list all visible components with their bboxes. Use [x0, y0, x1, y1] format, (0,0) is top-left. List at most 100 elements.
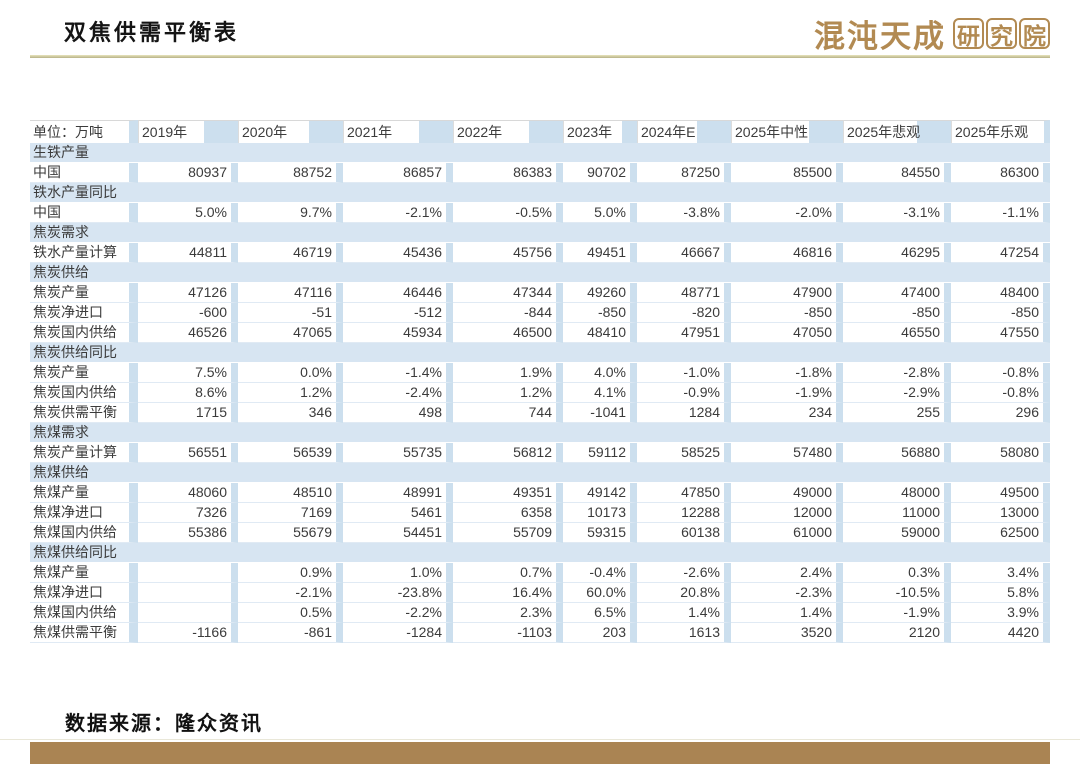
- cell-value: 6358: [453, 503, 563, 523]
- cell-value: 47126: [138, 283, 238, 303]
- cell-value: 47900: [731, 283, 843, 303]
- cell-value: -850: [843, 303, 951, 323]
- cell-value: 45436: [343, 243, 453, 263]
- cell-value: 86857: [343, 163, 453, 183]
- cell-value: 84550: [843, 163, 951, 183]
- unit-label: 单位：万吨: [30, 120, 138, 143]
- table-row: 中国 80937 88752 86857 86383 90702 87250 85500 845…: [30, 163, 1050, 183]
- company-logo: 混沌天成 研究院: [814, 11, 1050, 56]
- cell-value: 48000: [843, 483, 951, 503]
- cell-value: 48400: [951, 283, 1050, 303]
- cell-value: 0.9%: [238, 563, 343, 583]
- cell-value: 60138: [637, 523, 731, 543]
- cell-value: 20.8%: [637, 583, 731, 603]
- table-row: 中国 5.0% 9.7% -2.1% -0.5% 5.0% -3.8% -2.0% -3.1% -…: [30, 203, 1050, 223]
- cell-value: -1.1%: [951, 203, 1050, 223]
- cell-value: 4.1%: [563, 383, 637, 403]
- cell-value: 1.9%: [453, 363, 563, 383]
- cell-value: -1103: [453, 623, 563, 643]
- table-row: 焦炭国内供给 46526 47065 45934 46500 48410 47951 4705…: [30, 323, 1050, 343]
- cell-value: 11000: [843, 503, 951, 523]
- cell-value: 0.0%: [238, 363, 343, 383]
- cell-value: -0.5%: [453, 203, 563, 223]
- table-row: 焦煤产量 48060 48510 48991 49351 49142 47850 49000 4…: [30, 483, 1050, 503]
- cell-value: 56539: [238, 443, 343, 463]
- cell-value: -1.4%: [343, 363, 453, 383]
- cell-value: 46550: [843, 323, 951, 343]
- section-row: 焦煤需求: [30, 423, 1050, 443]
- table-row: 焦煤产量 0.9% 1.0% 0.7% -0.4% -2.6% 2.4% 0.3% 3.4%: [30, 563, 1050, 583]
- row-label: 焦煤净进口: [30, 503, 138, 523]
- cell-value: 498: [343, 403, 453, 423]
- cell-value: 56551: [138, 443, 238, 463]
- cell-value: -861: [238, 623, 343, 643]
- cell-value: 46500: [453, 323, 563, 343]
- cell-value: 49142: [563, 483, 637, 503]
- cell-value: 1.2%: [238, 383, 343, 403]
- cell-value: 47254: [951, 243, 1050, 263]
- cell-value: -1.9%: [731, 383, 843, 403]
- cell-value: 47065: [238, 323, 343, 343]
- cell-value: 5461: [343, 503, 453, 523]
- cell-value: 3.9%: [951, 603, 1050, 623]
- section-row: 铁水产量同比: [30, 183, 1050, 203]
- cell-value: 1.2%: [453, 383, 563, 403]
- cell-value: -1.0%: [637, 363, 731, 383]
- cell-value: 47850: [637, 483, 731, 503]
- section-row: 生铁产量: [30, 143, 1050, 163]
- row-label: 焦炭净进口: [30, 303, 138, 323]
- cell-value: 255: [843, 403, 951, 423]
- cell-value: 45934: [343, 323, 453, 343]
- cell-value: 48510: [238, 483, 343, 503]
- section-row: 焦煤供给: [30, 463, 1050, 483]
- cell-value: 7326: [138, 503, 238, 523]
- logo-script-text: 混沌天成: [814, 19, 946, 54]
- table-row: 焦煤国内供给 0.5% -2.2% 2.3% 6.5% 1.4% 1.4% -1.9% 3.9%: [30, 603, 1050, 623]
- table-row: 焦煤国内供给 55386 55679 54451 55709 59315 60138 6100…: [30, 523, 1050, 543]
- section-row: 焦煤供给同比: [30, 543, 1050, 563]
- row-label: 焦煤国内供给: [30, 603, 138, 623]
- cell-value: 4.0%: [563, 363, 637, 383]
- column-header-2019: 2019年: [138, 120, 238, 143]
- cell-value: 1.4%: [731, 603, 843, 623]
- section-label: 焦炭供给: [30, 263, 1050, 283]
- cell-value: 1613: [637, 623, 731, 643]
- cell-value: 7169: [238, 503, 343, 523]
- row-label: 中国: [30, 203, 138, 223]
- row-label: 焦煤产量: [30, 563, 138, 583]
- cell-value: -850: [731, 303, 843, 323]
- cell-value: -2.9%: [843, 383, 951, 403]
- cell-value: 46816: [731, 243, 843, 263]
- cell-value: 55679: [238, 523, 343, 543]
- cell-value: 0.5%: [238, 603, 343, 623]
- cell-value: -2.8%: [843, 363, 951, 383]
- column-header-2024e: 2024年E: [637, 120, 731, 143]
- table-row: 焦煤供需平衡 -1166 -861 -1284 -1103 203 1613 3520 2120…: [30, 623, 1050, 643]
- cell-value: 86300: [951, 163, 1050, 183]
- cell-value: 2.4%: [731, 563, 843, 583]
- cell-value: 46295: [843, 243, 951, 263]
- section-label: 焦煤需求: [30, 423, 1050, 443]
- cell-value: -2.0%: [731, 203, 843, 223]
- row-label: 焦炭国内供给: [30, 383, 138, 403]
- cell-value: -2.1%: [238, 583, 343, 603]
- column-header-2025-optimistic: 2025年乐观: [951, 120, 1050, 143]
- section-label: 焦炭供给同比: [30, 343, 1050, 363]
- cell-value: 49500: [951, 483, 1050, 503]
- cell-value: 48060: [138, 483, 238, 503]
- cell-value: 48410: [563, 323, 637, 343]
- row-label: 焦煤国内供给: [30, 523, 138, 543]
- table-row: 焦炭净进口 -600 -51 -512 -844 -850 -820 -850 -850 -850: [30, 303, 1050, 323]
- cell-value: -600: [138, 303, 238, 323]
- cell-value: -2.2%: [343, 603, 453, 623]
- cell-value: [138, 603, 238, 623]
- cell-value: 47550: [951, 323, 1050, 343]
- cell-value: 6.5%: [563, 603, 637, 623]
- table-row: 焦炭国内供给 8.6% 1.2% -2.4% 1.2% 4.1% -0.9% -1.9% -2.…: [30, 383, 1050, 403]
- cell-value: 87250: [637, 163, 731, 183]
- table-row: 铁水产量计算 44811 46719 45436 45756 49451 46667 4681…: [30, 243, 1050, 263]
- cell-value: 80937: [138, 163, 238, 183]
- column-header-2023: 2023年: [563, 120, 637, 143]
- cell-value: [138, 563, 238, 583]
- section-label: 焦煤供给: [30, 463, 1050, 483]
